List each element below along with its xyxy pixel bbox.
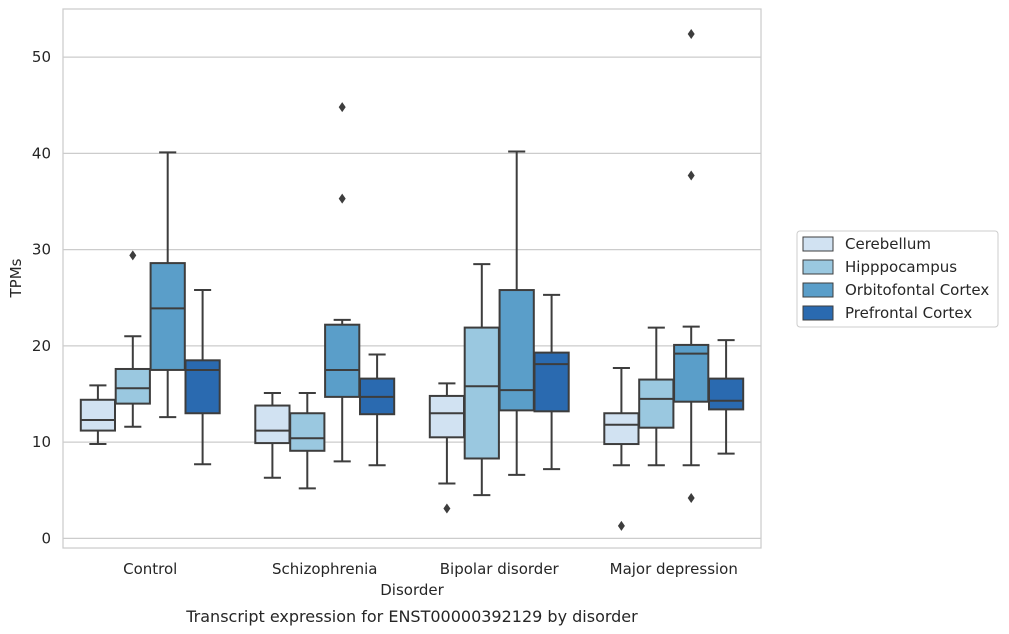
y-axis-ticks: 0 10 20 30 40 50 xyxy=(32,48,51,547)
x-tick-label: Major depression xyxy=(610,560,738,578)
box-2-3 xyxy=(533,293,570,471)
x-axis-ticks: Control Schizophrenia Bipolar disorder Majo… xyxy=(123,560,738,578)
outlier-point xyxy=(129,250,137,261)
box-3-1 xyxy=(638,326,675,467)
box-0-1 xyxy=(114,250,151,428)
chart-caption: Transcript expression for ENST0000039212… xyxy=(185,607,638,626)
box-2-1 xyxy=(463,263,500,497)
box-3-2 xyxy=(673,29,710,503)
legend-label: Cerebellum xyxy=(845,235,931,253)
legend-frame xyxy=(796,230,999,328)
y-tick-label: 10 xyxy=(32,433,51,451)
legend-label: Orbitofontal Cortex xyxy=(845,281,989,299)
box-iqr xyxy=(149,262,186,371)
outlier-point xyxy=(617,520,625,531)
box-0-0 xyxy=(79,384,117,446)
box-iqr xyxy=(184,359,221,415)
legend-swatch xyxy=(802,259,834,275)
box-iqr xyxy=(79,398,117,432)
outlier-point xyxy=(687,170,695,181)
legend-swatch xyxy=(802,282,834,298)
legend: Cerebellum Hipppocampus Orbitofontal Corte… xyxy=(796,230,999,328)
y-tick-label: 40 xyxy=(32,144,51,162)
box-3-0 xyxy=(603,367,640,531)
box-series xyxy=(79,29,745,531)
y-tick-label: 50 xyxy=(32,48,51,66)
legend-swatch xyxy=(802,236,834,252)
box-0-2 xyxy=(149,151,186,419)
y-tick-label: 0 xyxy=(41,529,51,547)
box-iqr xyxy=(289,412,326,452)
box-iqr xyxy=(603,412,640,446)
box-iqr xyxy=(114,367,151,405)
box-3-3 xyxy=(707,339,745,455)
box-iqr xyxy=(254,404,291,445)
box-iqr xyxy=(498,289,535,412)
outlier-point xyxy=(443,503,451,514)
box-iqr xyxy=(638,378,675,429)
box-iqr xyxy=(324,323,361,398)
x-tick-label: Schizophrenia xyxy=(272,560,377,578)
legend-label: Hipppocampus xyxy=(845,258,957,276)
outlier-point xyxy=(687,492,695,503)
box-1-2 xyxy=(324,102,361,463)
box-1-0 xyxy=(254,392,291,479)
box-0-3 xyxy=(184,289,221,466)
x-tick-label: Control xyxy=(123,560,177,578)
x-axis-title: Disorder xyxy=(380,581,444,599)
box-1-3 xyxy=(358,353,396,467)
box-1-1 xyxy=(289,392,326,490)
y-tick-label: 20 xyxy=(32,337,51,355)
x-tick-label: Bipolar disorder xyxy=(440,560,560,578)
outlier-point xyxy=(338,193,346,204)
box-2-2 xyxy=(498,150,535,476)
box-iqr xyxy=(428,394,466,439)
box-iqr xyxy=(707,377,745,411)
legend-swatch xyxy=(802,305,834,321)
y-tick-label: 30 xyxy=(32,241,51,259)
box-iqr xyxy=(463,326,500,460)
outlier-point xyxy=(687,29,695,40)
outlier-point xyxy=(338,102,346,113)
y-axis-title: TPMs xyxy=(7,258,25,298)
box-iqr xyxy=(533,351,570,413)
legend-label: Prefrontal Cortex xyxy=(845,304,972,322)
